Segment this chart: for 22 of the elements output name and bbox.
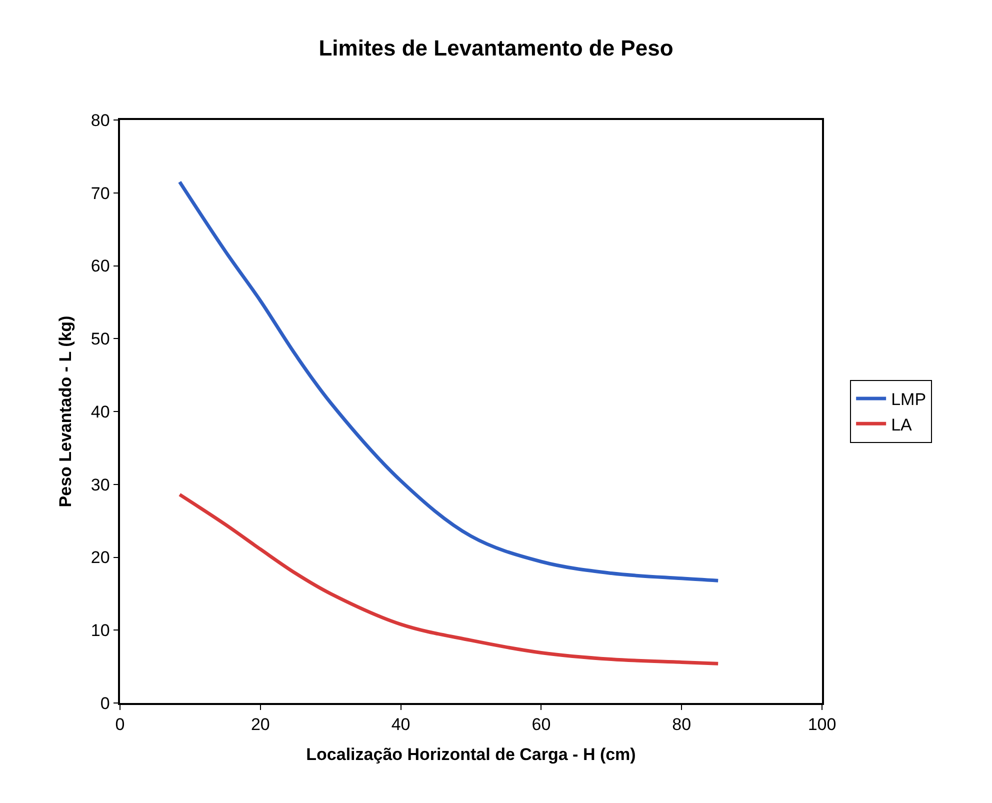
y-tick-label: 80 — [90, 110, 110, 130]
x-tick-label: 60 — [532, 715, 551, 734]
x-tick-label: 20 — [250, 715, 270, 734]
legend-label: LMP — [891, 390, 926, 410]
line-series — [178, 180, 720, 582]
x-tick-label: 40 — [391, 715, 410, 734]
chart-title: Limites de Levantamento de Peso — [318, 36, 674, 61]
x-axis-title: Localização Horizontal de Carga - H (cm) — [306, 745, 636, 764]
x-tick-label: 100 — [808, 715, 836, 734]
y-axis-title: Peso Levantado - L (kg) — [56, 316, 75, 508]
y-tick-label: 0 — [100, 694, 110, 713]
x-tick-label: 0 — [115, 715, 125, 734]
y-tick-label: 10 — [90, 621, 110, 640]
y-tick-label: 30 — [90, 475, 110, 494]
legend-label: LA — [891, 415, 913, 434]
y-tick-label: 40 — [90, 402, 110, 422]
y-tick-label: 50 — [90, 330, 110, 349]
line-series — [178, 492, 720, 666]
y-tick-label: 70 — [90, 184, 110, 203]
y-tick-label: 60 — [90, 256, 110, 276]
y-tick-label: 20 — [90, 548, 110, 568]
x-tick-label: 80 — [672, 715, 692, 734]
